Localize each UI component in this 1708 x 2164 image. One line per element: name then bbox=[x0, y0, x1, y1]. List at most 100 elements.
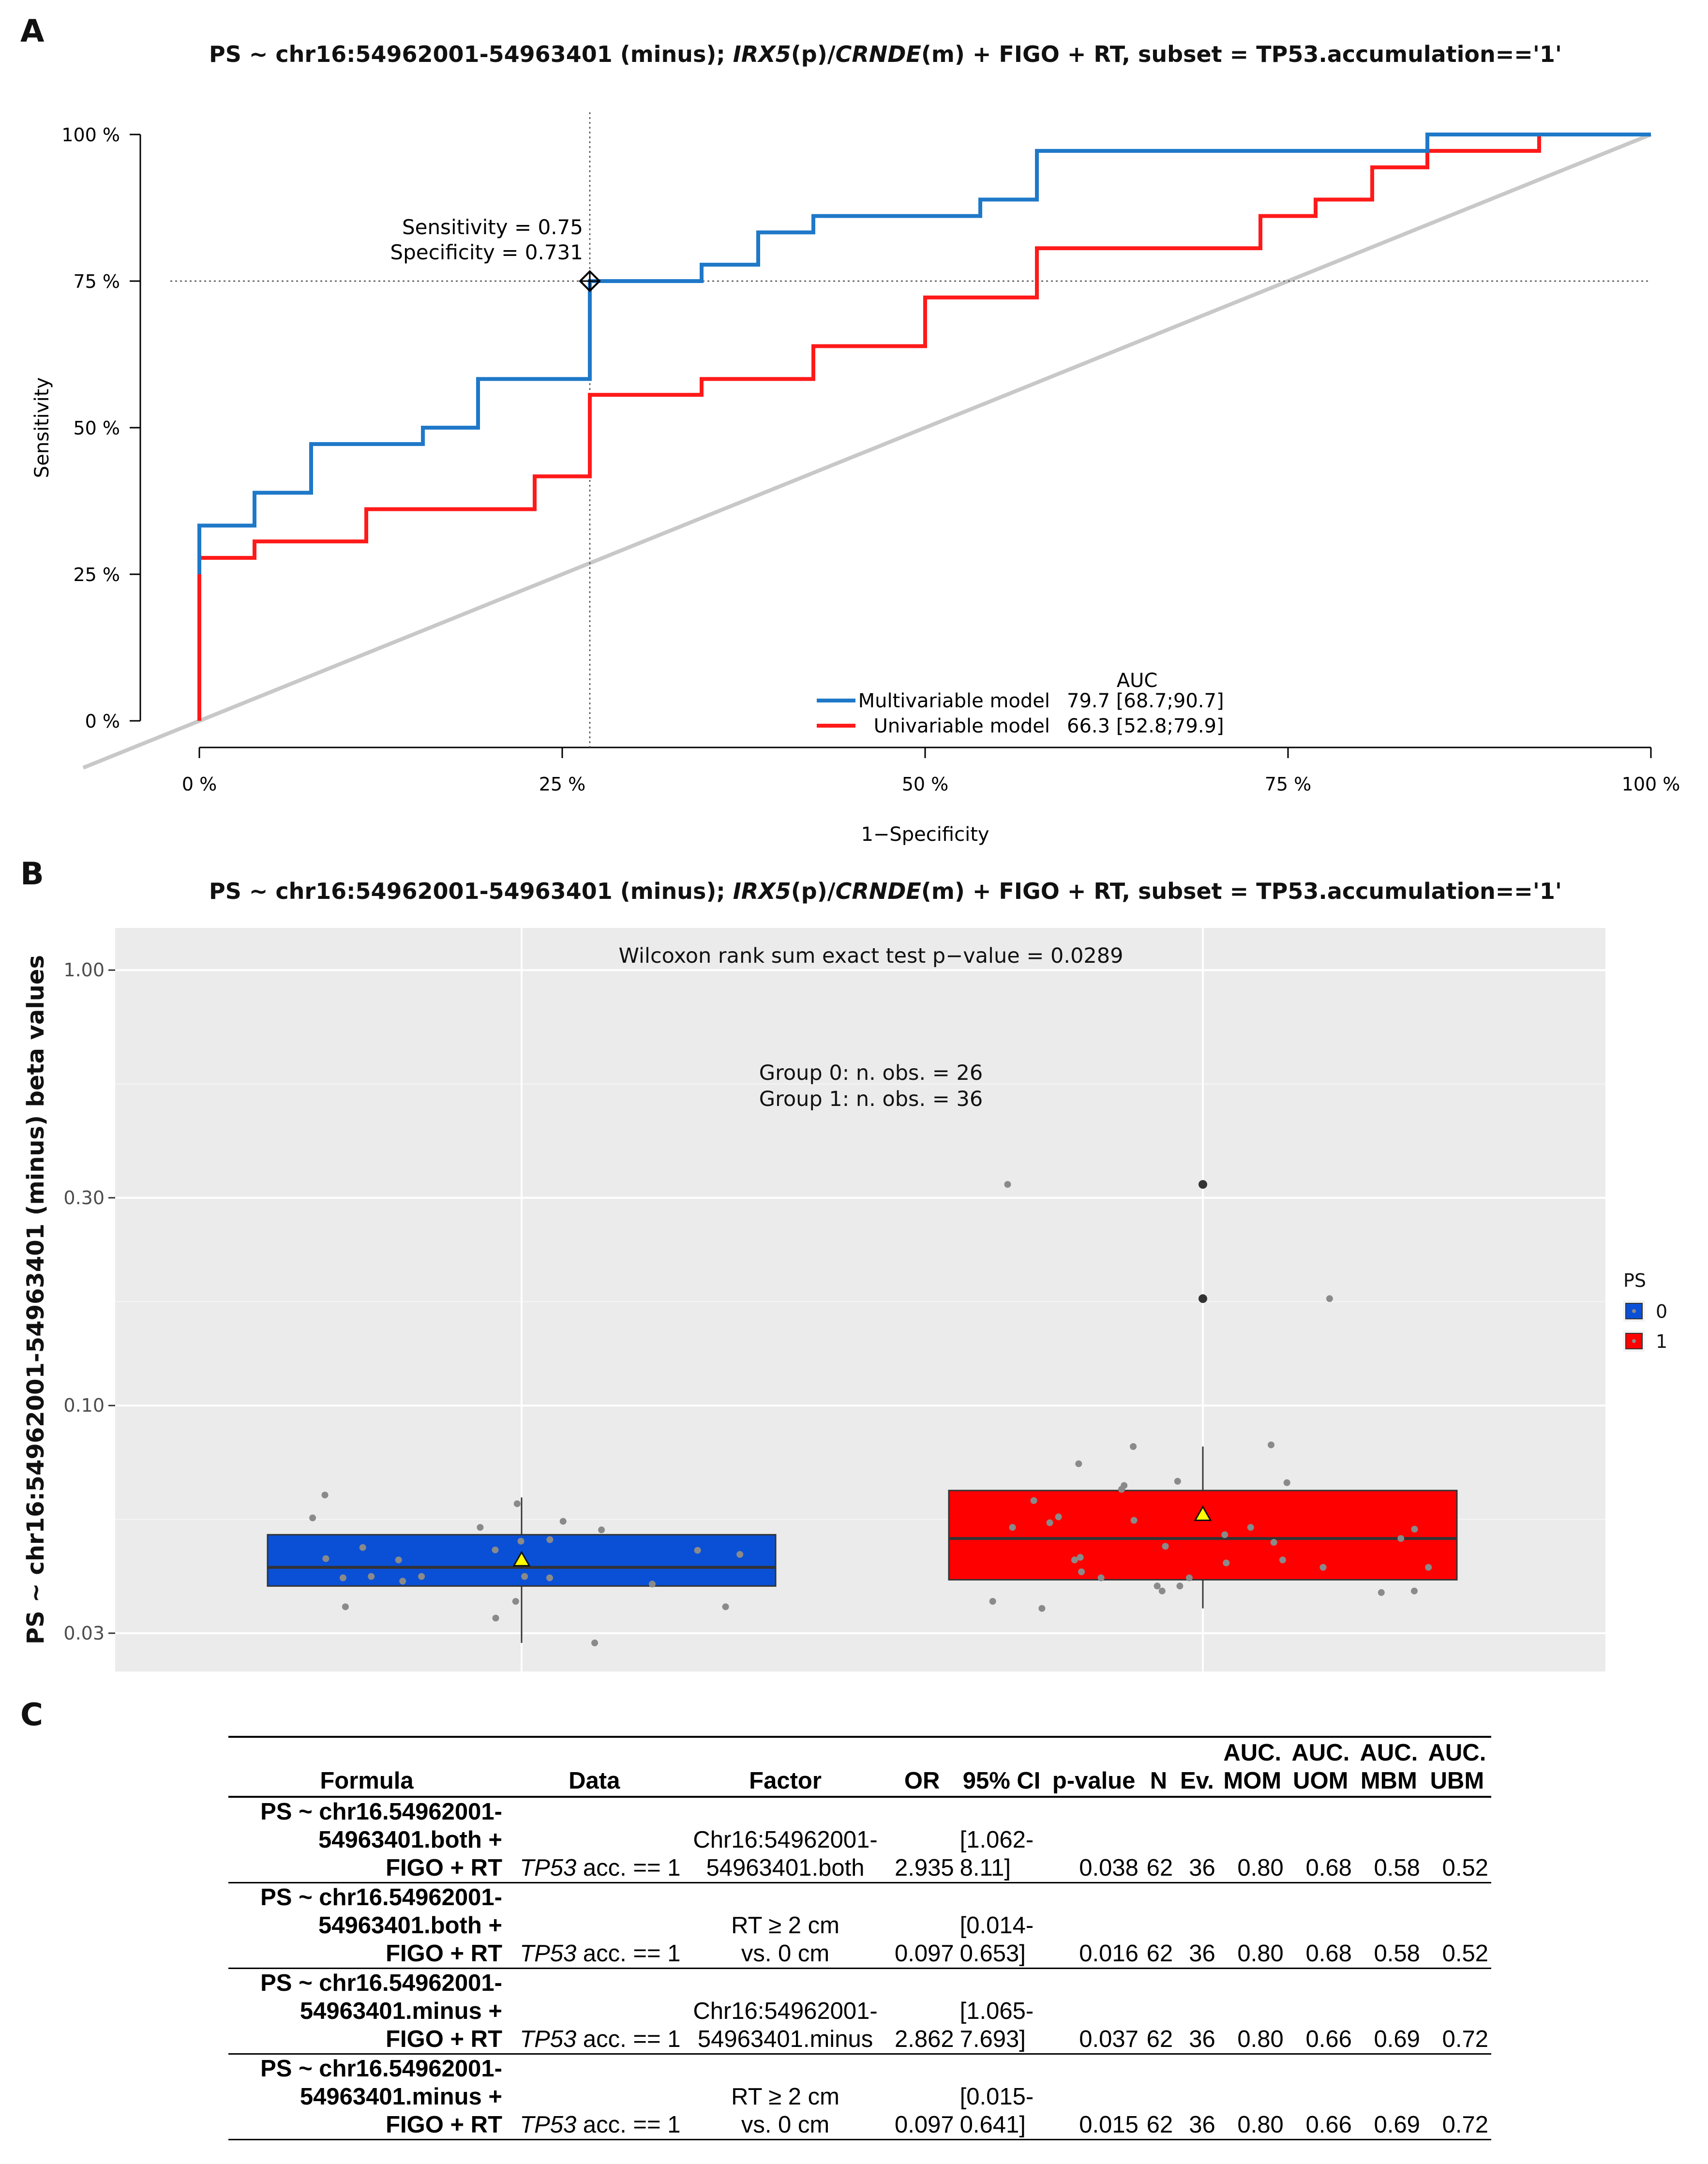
legend-auc: 66.3 [52.8;79.9] bbox=[1067, 715, 1224, 737]
jitter-point bbox=[722, 1603, 729, 1611]
y-tick-label: 0 % bbox=[85, 711, 120, 732]
jitter-point bbox=[399, 1578, 406, 1585]
cell-auc-mbm: 0.69 bbox=[1354, 2054, 1423, 2140]
stats-table: Formula Data Factor OR 95% CI p-value N … bbox=[228, 1736, 1491, 2140]
legend-title: PS bbox=[1623, 1270, 1646, 1291]
boxplot-title: PS ~ chr16:54962001-54963401 (minus); IR… bbox=[209, 878, 1562, 904]
roc-chart: PS ~ chr16:54962001-54963401 (minus); IR… bbox=[31, 41, 1680, 846]
y-tick-label: 75 % bbox=[73, 271, 120, 292]
jitter-point bbox=[559, 1518, 567, 1525]
cell-auc-uom: 0.68 bbox=[1286, 1797, 1355, 1883]
roc-line-univariable bbox=[197, 133, 1651, 721]
boxplot-chart: PS ~ chr16:54962001-54963401 (minus); IR… bbox=[22, 878, 1667, 1672]
jitter-point bbox=[309, 1514, 316, 1522]
jitter-point bbox=[1425, 1564, 1432, 1571]
cell-data-rest: acc. == 1 bbox=[576, 2026, 681, 2052]
cell-p: 0.015 bbox=[1046, 2054, 1141, 2140]
header-formula: Formula bbox=[228, 1736, 505, 1798]
jitter-point bbox=[1078, 1568, 1085, 1575]
cell-formula: PS ~ chr16.54962001- 54963401.both + FIG… bbox=[228, 1797, 505, 1883]
cell-p: 0.016 bbox=[1046, 1882, 1141, 1969]
legend-label: Univariable model bbox=[874, 715, 1050, 737]
table-row: PS ~ chr16.54962001- 54963401.both + FIG… bbox=[228, 1797, 1491, 1883]
jitter-point bbox=[1009, 1524, 1016, 1531]
cell-auc-mbm: 0.69 bbox=[1354, 1968, 1423, 2055]
cell-factor: Chr16:54962001- 54963401.both bbox=[683, 1797, 887, 1883]
jitter-point bbox=[395, 1556, 402, 1564]
jitter-point bbox=[1268, 1441, 1274, 1448]
chart-title-part-0: PS ~ chr16:54962001-54963401 (minus); bbox=[209, 878, 733, 904]
y-tick-label: 0.30 bbox=[63, 1187, 105, 1209]
cell-auc-ubm: 0.72 bbox=[1423, 1968, 1491, 2055]
cell-auc-ubm: 0.52 bbox=[1423, 1797, 1491, 1883]
cell-ev: 36 bbox=[1176, 1968, 1218, 2055]
chart-title-part-1: IRX5 bbox=[733, 878, 791, 904]
jitter-point bbox=[322, 1555, 330, 1562]
y-tick-label: 0.10 bbox=[63, 1395, 105, 1416]
group-count-annotation: Group 0: n. obs. = 26 bbox=[759, 1061, 983, 1085]
chart-title-part-4: (m) + FIGO + RT, subset = TP53.accumulat… bbox=[921, 878, 1562, 904]
cell-data-rest: acc. == 1 bbox=[576, 1940, 681, 1967]
jitter-point bbox=[1185, 1574, 1193, 1582]
jitter-point bbox=[1378, 1589, 1385, 1596]
cell-p: 0.037 bbox=[1046, 1968, 1141, 2055]
header-n: N bbox=[1141, 1736, 1176, 1798]
jitter-point bbox=[321, 1492, 329, 1499]
cell-auc-mbm: 0.58 bbox=[1354, 1797, 1423, 1883]
cell-factor: RT ≥ 2 cm vs. 0 cm bbox=[683, 1882, 887, 1969]
cell-auc-mom: 0.80 bbox=[1218, 1968, 1287, 2055]
cell-data: TP53 acc. == 1 bbox=[505, 1797, 684, 1883]
jitter-point bbox=[1397, 1535, 1405, 1542]
jitter-point bbox=[1247, 1524, 1254, 1531]
cell-or: 2.935 bbox=[887, 1797, 957, 1883]
cell-or: 0.097 bbox=[887, 1882, 957, 1969]
cell-n: 62 bbox=[1141, 1797, 1176, 1883]
jitter-point bbox=[694, 1547, 701, 1554]
jitter-point bbox=[342, 1603, 349, 1611]
jitter-point bbox=[736, 1551, 744, 1558]
jitter-point bbox=[1097, 1574, 1105, 1582]
chart-title-part-0: PS ~ chr16:54962001-54963401 (minus); bbox=[209, 41, 733, 67]
jitter-point bbox=[513, 1500, 521, 1507]
jitter-point bbox=[1071, 1556, 1078, 1564]
cell-or: 2.862 bbox=[887, 1968, 957, 2055]
roc-line-multivariable bbox=[197, 133, 1651, 574]
header-ci: 95% CI bbox=[957, 1736, 1047, 1798]
jitter-point bbox=[492, 1614, 499, 1622]
cell-ev: 36 bbox=[1176, 2054, 1218, 2140]
cell-data-gene: TP53 bbox=[520, 1855, 577, 1881]
threshold-annotation: Sensitivity = 0.75 bbox=[402, 215, 583, 239]
jitter-point bbox=[1326, 1295, 1333, 1302]
jitter-point bbox=[517, 1537, 524, 1545]
jitter-point bbox=[512, 1598, 519, 1605]
jitter-point bbox=[339, 1574, 346, 1582]
jitter-point bbox=[546, 1536, 554, 1543]
cell-auc-ubm: 0.52 bbox=[1423, 1882, 1491, 1969]
cell-n: 62 bbox=[1141, 1968, 1176, 2055]
cell-ev: 36 bbox=[1176, 1882, 1218, 1969]
y-axis-label: PS ~ chr16:54962001-54963401 (minus) bet… bbox=[22, 955, 49, 1644]
y-tick-label: 0.03 bbox=[63, 1623, 105, 1644]
cell-auc-ubm: 0.72 bbox=[1423, 2054, 1491, 2140]
jitter-point bbox=[1077, 1554, 1084, 1561]
header-auc-mbm: AUC. MBM bbox=[1354, 1736, 1423, 1798]
jitter-point bbox=[546, 1574, 553, 1582]
jitter-point bbox=[1411, 1525, 1418, 1533]
legend-label: 0 bbox=[1656, 1301, 1667, 1322]
wilcoxon-annotation: Wilcoxon rank sum exact test p−value = 0… bbox=[618, 944, 1123, 968]
x-axis-label: 1−Specificity bbox=[861, 823, 989, 846]
header-factor: Factor bbox=[683, 1736, 887, 1798]
jitter-point bbox=[1223, 1559, 1230, 1567]
jitter-point bbox=[477, 1524, 484, 1531]
jitter-point bbox=[989, 1598, 996, 1605]
cell-ci: [0.015- 0.641] bbox=[957, 2054, 1047, 2140]
cell-factor: RT ≥ 2 cm vs. 0 cm bbox=[683, 2054, 887, 2140]
header-auc-ubm: AUC. UBM bbox=[1423, 1736, 1491, 1798]
y-tick-label: 100 % bbox=[61, 124, 120, 146]
chart-title-part-2: (p)/ bbox=[791, 41, 836, 67]
cell-formula: PS ~ chr16.54962001- 54963401.minus + FI… bbox=[228, 2054, 505, 2140]
cell-data-gene: TP53 bbox=[520, 2026, 577, 2052]
x-tick-label: 100 % bbox=[1622, 774, 1680, 795]
legend-point bbox=[1632, 1339, 1636, 1343]
cell-auc-uom: 0.66 bbox=[1286, 2054, 1355, 2140]
